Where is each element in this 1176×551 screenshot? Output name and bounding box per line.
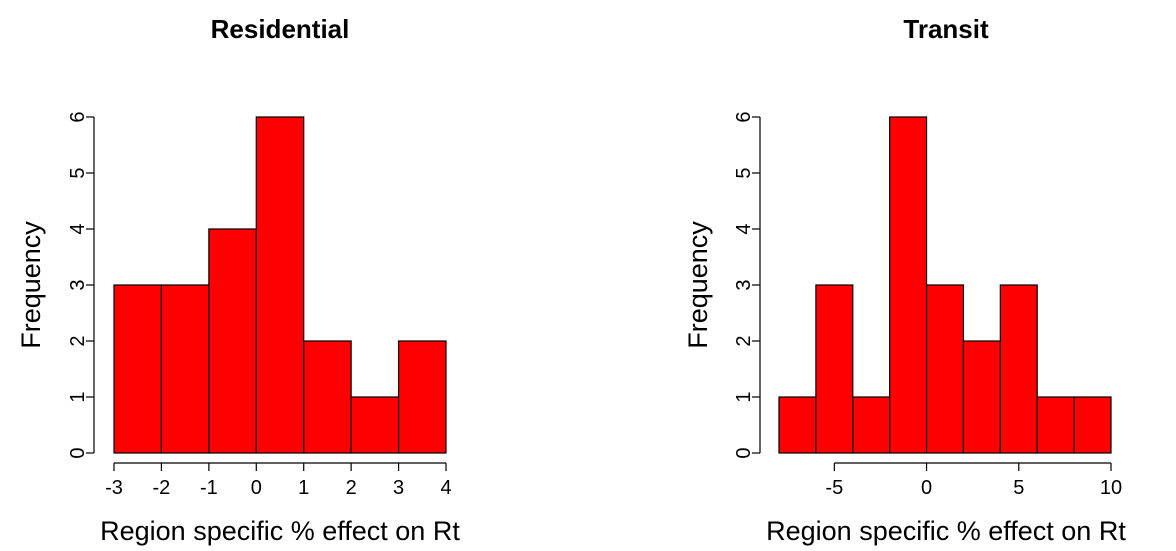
x-tick-label: -5 xyxy=(825,477,843,499)
y-tick-label: 4 xyxy=(67,223,89,234)
y-tick-label: 5 xyxy=(733,167,755,178)
x-axis: -3 -2 -1 0 1 2 3 4 xyxy=(105,462,452,499)
x-tick-label: 3 xyxy=(393,477,404,499)
bars xyxy=(778,116,1112,454)
x-tick-label: 10 xyxy=(1100,477,1122,499)
x-tick-label: 5 xyxy=(1013,477,1024,499)
bar xyxy=(889,116,928,454)
y-tick-label: 0 xyxy=(733,447,755,458)
y-tick-label: 1 xyxy=(733,391,755,402)
bar xyxy=(397,340,447,454)
transit-histogram: Transit Region specific % effect on Rt F… xyxy=(683,14,1126,546)
y-axis-label: Frequency xyxy=(683,221,713,349)
bars xyxy=(113,116,447,454)
bar xyxy=(815,284,854,454)
bar xyxy=(1073,396,1112,454)
bar xyxy=(999,284,1038,454)
bar xyxy=(962,340,1001,454)
x-tick-label: 0 xyxy=(251,477,262,499)
x-tick-label: 4 xyxy=(440,477,451,499)
x-tick-label: -3 xyxy=(105,477,123,499)
x-tick-label: 1 xyxy=(298,477,309,499)
chart-title: Transit xyxy=(903,14,989,44)
bar xyxy=(852,396,891,454)
bar xyxy=(778,396,817,454)
y-tick-label: 6 xyxy=(67,111,89,122)
y-axis: 0 1 2 3 4 5 6 xyxy=(67,111,95,459)
y-tick-label: 2 xyxy=(67,335,89,346)
y-tick-label: 1 xyxy=(67,391,89,402)
chart-title: Residential xyxy=(211,14,350,44)
x-tick-label: -1 xyxy=(200,477,218,499)
bar xyxy=(925,284,965,454)
bar xyxy=(303,340,352,454)
y-tick-label: 6 xyxy=(733,111,755,122)
y-tick-label: 3 xyxy=(67,279,89,290)
y-tick-label: 4 xyxy=(733,223,755,234)
bar xyxy=(113,284,163,454)
bar xyxy=(160,284,210,454)
x-tick-label: -2 xyxy=(153,477,171,499)
y-tick-label: 3 xyxy=(733,279,755,290)
bar xyxy=(255,116,305,454)
y-tick-label: 5 xyxy=(67,167,89,178)
x-tick-label: 0 xyxy=(921,477,932,499)
y-axis-label: Frequency xyxy=(16,221,46,349)
x-axis-label: Region specific % effect on Rt xyxy=(766,516,1126,546)
y-tick-label: 0 xyxy=(67,447,89,458)
bar xyxy=(350,396,400,454)
x-axis: -5 0 5 10 xyxy=(825,462,1122,499)
residential-histogram: Residential Region specific % effect on … xyxy=(16,14,460,546)
bar xyxy=(1036,396,1075,454)
x-axis-label: Region specific % effect on Rt xyxy=(100,516,460,546)
x-tick-label: 2 xyxy=(346,477,357,499)
y-axis: 0 1 2 3 4 5 6 xyxy=(733,111,761,459)
bar xyxy=(208,228,257,454)
y-tick-label: 2 xyxy=(733,335,755,346)
